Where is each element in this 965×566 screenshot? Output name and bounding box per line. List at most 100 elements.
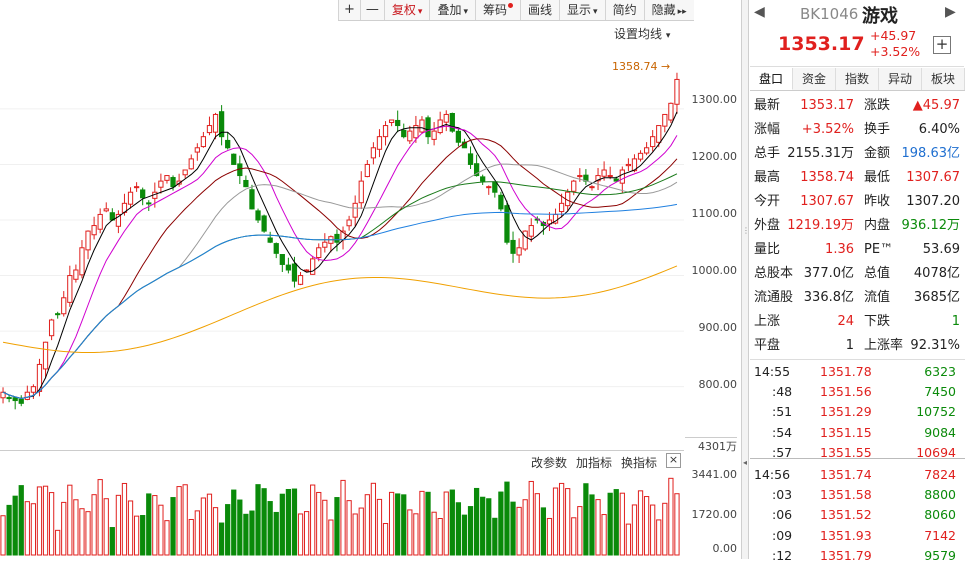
candle-body <box>480 176 486 182</box>
double-arrow-icon: ▸▸ <box>677 7 687 17</box>
volume-bar <box>73 499 79 556</box>
quote-label: 内盘 <box>864 218 891 233</box>
price-tick: 1100.00 <box>691 207 738 220</box>
quote-label: 流值 <box>864 290 891 305</box>
volume-bar <box>48 492 55 556</box>
tick-row: 14:55 1351.78 6323 <box>754 362 962 382</box>
candle-body <box>225 139 231 149</box>
display-button[interactable]: 显示 ▾ <box>559 0 605 20</box>
price-change: +45.97 <box>870 28 917 43</box>
candle-body <box>650 136 656 148</box>
caret-down-icon: ▾ <box>665 31 671 41</box>
quote-panel <box>749 0 965 559</box>
add-indicator-button[interactable]: 加指标 <box>576 456 613 470</box>
hide-label: 隐藏 <box>651 3 676 17</box>
candle-body <box>24 391 30 400</box>
switch-indicator-button[interactable]: 换指标 <box>621 456 658 470</box>
chips-label: 筹码 <box>483 3 508 17</box>
tick-time: :57 <box>772 444 793 460</box>
tab-sector[interactable]: 板块 <box>922 68 965 90</box>
volume-bar <box>431 511 437 556</box>
arrow-right-icon: → <box>661 60 671 73</box>
expand-arrow-icon[interactable]: ◂ <box>743 458 748 467</box>
tab-orderbook[interactable]: 盘口 <box>750 68 793 90</box>
volume-bar <box>170 497 176 556</box>
quote-label: 流通股 <box>754 290 794 305</box>
draw-line-button[interactable]: 画线 <box>520 0 559 20</box>
prev-stock-arrow-icon[interactable]: ◀ <box>754 4 765 20</box>
overlay-button[interactable]: 叠加 ▾ <box>429 0 475 20</box>
panel-splitter[interactable]: ⋮ ◂ <box>741 0 750 559</box>
volume-bar <box>461 514 468 556</box>
candle-body <box>510 239 516 254</box>
panel-tabs: 盘口 资金 指数 异动 板块 <box>750 68 965 91</box>
volume-bar <box>249 510 255 556</box>
quote-value: 6.40% <box>918 122 960 137</box>
candle-body <box>48 319 55 337</box>
zoom-in-button[interactable]: + <box>338 0 360 20</box>
tick-price: 1351.56 <box>820 384 872 400</box>
volume-bar <box>565 488 571 556</box>
volume-bar <box>656 519 662 556</box>
candle-body <box>67 275 73 303</box>
close-indicator-button[interactable]: × <box>666 453 681 468</box>
candle-body <box>61 297 67 315</box>
candle-body <box>146 202 152 205</box>
volume-bar <box>358 507 364 556</box>
volume-bar <box>395 493 401 556</box>
quote-label: PE™ <box>864 242 894 257</box>
volume-bar <box>352 513 358 556</box>
quote-value: 24 <box>837 314 854 329</box>
zoom-out-button[interactable]: — <box>359 0 384 20</box>
volume-bar <box>267 501 273 556</box>
kline-chart[interactable] <box>0 0 684 450</box>
volume-bar <box>637 490 644 556</box>
kline-chart-area[interactable] <box>0 0 742 559</box>
candle-body <box>425 117 431 138</box>
candle-body <box>455 130 462 143</box>
hide-button[interactable]: 隐藏 ▸▸ <box>643 0 694 20</box>
quote-value: 1219.19万 <box>787 218 854 233</box>
candle-body <box>42 341 49 370</box>
edit-params-button[interactable]: 改参数 <box>531 456 568 470</box>
volume-bar <box>668 477 674 556</box>
tab-capital[interactable]: 资金 <box>793 68 836 90</box>
next-stock-arrow-icon[interactable]: ▶ <box>945 4 956 20</box>
add-watchlist-button[interactable]: + <box>933 36 951 54</box>
tick-volume: 9084 <box>924 424 956 440</box>
tick-volume: 6323 <box>924 364 956 379</box>
tick-price: 1351.93 <box>820 527 872 543</box>
ma-line <box>2 173 678 399</box>
volume-bar <box>146 493 152 556</box>
volume-bar <box>103 498 109 556</box>
volume-bar <box>601 514 607 556</box>
volume-bar <box>449 489 455 556</box>
candle-body <box>486 186 492 189</box>
chips-button[interactable]: 筹码 <box>475 0 520 20</box>
quote-row: 流通股 336.8亿 流值 3685亿 <box>754 286 962 309</box>
volume-bar <box>583 483 589 556</box>
volume-bar <box>255 484 261 556</box>
quote-value: 92.31% <box>910 338 960 353</box>
tab-movement[interactable]: 异动 <box>879 68 922 90</box>
quote-value: 2155.31万 <box>787 146 854 161</box>
simple-button[interactable]: 简约 <box>604 0 644 20</box>
volume-bar <box>625 523 632 556</box>
candle-body <box>243 179 249 188</box>
tab-index[interactable]: 指数 <box>836 68 879 90</box>
volume-bar <box>279 493 285 556</box>
pane-divider <box>0 450 684 451</box>
volume-max-label: 4301万 <box>685 437 737 454</box>
quote-row: 最高 1358.74 最低 1307.67 <box>754 166 962 189</box>
candle-body <box>164 175 170 181</box>
candle-body <box>413 125 419 139</box>
tick-row: :51 1351.29 10752 <box>754 402 962 422</box>
quote-label: 今开 <box>754 194 781 209</box>
quote-label: 上涨 <box>754 314 781 329</box>
adjust-button[interactable]: 复权 ▾ <box>383 0 430 20</box>
ma-settings-button[interactable]: 设置均线 ▾ <box>614 25 670 42</box>
volume-chart[interactable] <box>0 470 684 559</box>
candle-body <box>558 202 565 213</box>
volume-bar <box>194 510 200 556</box>
tick-time: 14:55 <box>754 364 791 379</box>
